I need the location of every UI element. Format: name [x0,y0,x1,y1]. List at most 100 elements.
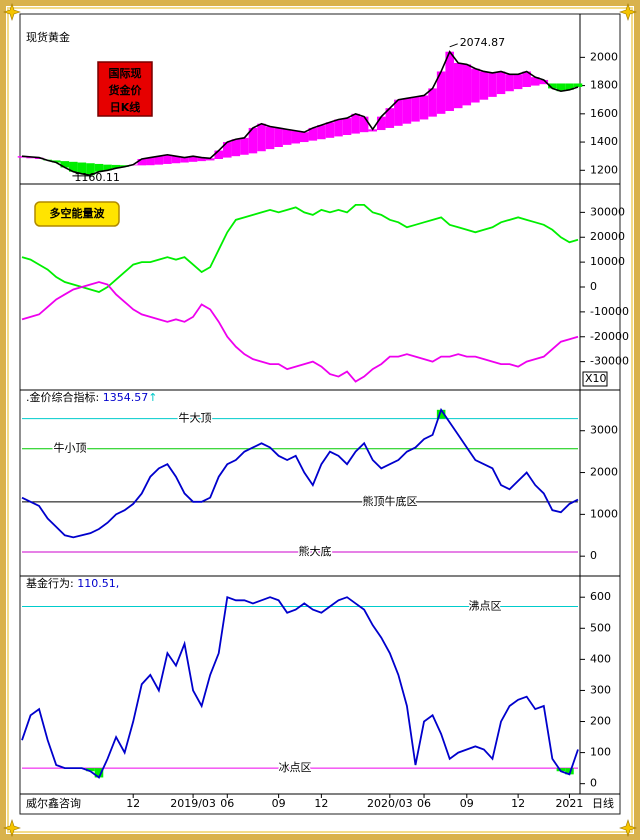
series-line [21,50,579,177]
band-fill [163,154,172,164]
y-tick-label: 20000 [590,230,625,243]
y-tick-label: 1400 [590,135,618,148]
x-tick-label: 09 [460,797,474,810]
under-fill [86,768,95,772]
low-label: 1160.11 [74,171,120,184]
band-fill [171,156,181,164]
band-fill [394,99,403,126]
band-fill [325,122,335,138]
x-tick-label: 2019/03 [170,797,216,810]
band-fill [231,139,241,157]
level-label: 冰点区 [279,761,312,774]
level-label: 牛大顶 [179,411,212,425]
band-fill [308,127,318,141]
band-fill [411,96,420,122]
title-arrow: ↑ [148,391,157,404]
x-tick-label: 2020/03 [367,797,413,810]
title-text: 基金行为: [26,576,74,590]
badge-text: 货金价 [108,83,143,97]
y-tick-label: 200 [590,715,611,728]
band-fill [445,51,454,111]
series-line [21,407,579,539]
band-fill [548,83,557,89]
x-tick-label: 12 [314,797,328,810]
band-fill [351,113,360,134]
band-fill [471,68,480,103]
under-fill [94,768,104,778]
band-fill [137,159,147,166]
axis-note-box [582,371,608,387]
over-fill [436,409,446,419]
panel-separators [20,14,620,795]
panel-title: .金价综合指标: 1354.57↑ [26,390,157,404]
panel-title: 基金行为: 110.51, [26,576,119,590]
band-fill [240,137,249,155]
series-line [21,204,579,293]
band-fill [265,126,275,150]
period: 日线 [592,796,614,810]
y-tick-label: 0 [590,280,597,293]
band-fill [282,129,292,145]
y-tick-label: 600 [590,590,611,603]
band-fill [505,74,514,92]
band-fill [522,71,531,87]
y-tick-label: 1600 [590,107,618,120]
band-fill [385,108,395,128]
band-fill [274,127,283,147]
band-fill [94,163,104,172]
y-tick-label: 1000 [590,507,618,520]
badge-text: 国际现 [109,66,142,80]
band-fill [530,77,540,86]
y-tick-label: 2000 [590,50,618,63]
title-value: 110.51, [77,577,119,590]
band-fill [69,161,78,172]
band-fill [86,163,95,176]
band-fill [342,118,352,135]
band-fill [359,116,369,133]
x-tick-label: 06 [220,797,234,810]
band-fill [291,130,300,144]
band-fill [248,127,258,154]
band-fill [60,161,70,168]
band-fill [214,150,224,159]
band-fill [513,74,523,90]
title-text: .金价综合指标: [26,390,99,404]
band-fill [146,157,155,166]
axis-note: X10 [585,372,607,385]
band-fill [223,142,232,158]
x-tick-label: 06 [417,797,431,810]
level-label: 牛小顶 [54,441,87,455]
band-fill [419,95,429,120]
band-fill [496,71,506,95]
corner-stars [3,3,637,837]
y-tick-label: 500 [590,621,611,634]
series-line [21,281,579,383]
source: 威尔鑫咨询 [26,796,81,810]
band-fill [51,160,61,163]
high-leader [449,43,458,48]
frame-inner [7,7,633,833]
x-tick-label: 12 [511,797,525,810]
y-tick-label: 0 [590,777,597,790]
y-tick-label: 2000 [590,466,618,479]
band-fill [436,71,446,114]
band-fill [539,79,549,85]
under-fill [565,768,574,775]
series-line [21,595,579,779]
y-tick-label: 30000 [590,205,625,218]
band-fill [556,83,566,92]
band-fill [77,162,87,174]
plot-border [19,13,621,815]
band-fill [180,157,189,163]
band-fill [428,88,437,117]
y-tick-label: 100 [590,746,611,759]
y-tick-label: 1200 [590,163,618,176]
band-fill [188,156,198,162]
band-fill [154,156,164,165]
y-tick-label: 300 [590,683,611,696]
band-fill [334,119,343,137]
y-tick-label: -20000 [590,330,629,343]
y-tick-label: 0 [590,549,597,562]
